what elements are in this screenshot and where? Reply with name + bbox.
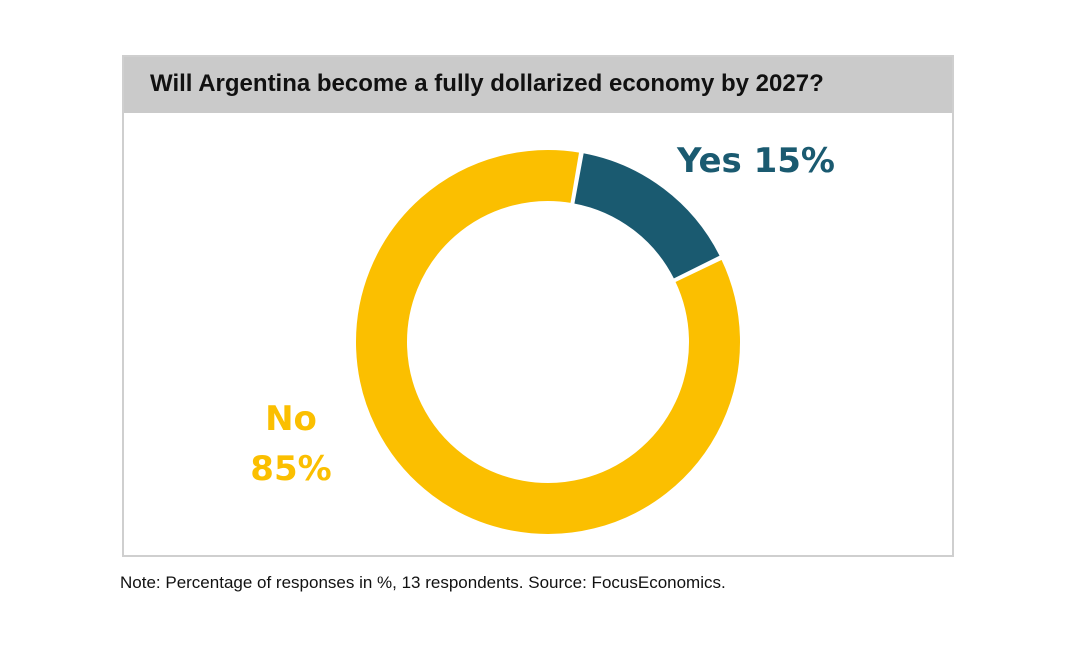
slice-label-yes: Yes 15% [676,141,835,181]
slice-label-no-percent: 85% [250,449,331,489]
slice-yes [572,151,723,282]
slice-no [354,148,742,536]
chart-title: Will Argentina become a fully dollarized… [150,70,824,97]
donut-slices [354,148,742,536]
footnote: Note: Percentage of responses in %, 13 r… [120,573,726,592]
chart-panel: Will Argentina become a fully dollarized… [122,55,954,557]
slice-label-no: No [265,399,317,439]
title-bar: Will Argentina become a fully dollarized… [124,57,952,113]
